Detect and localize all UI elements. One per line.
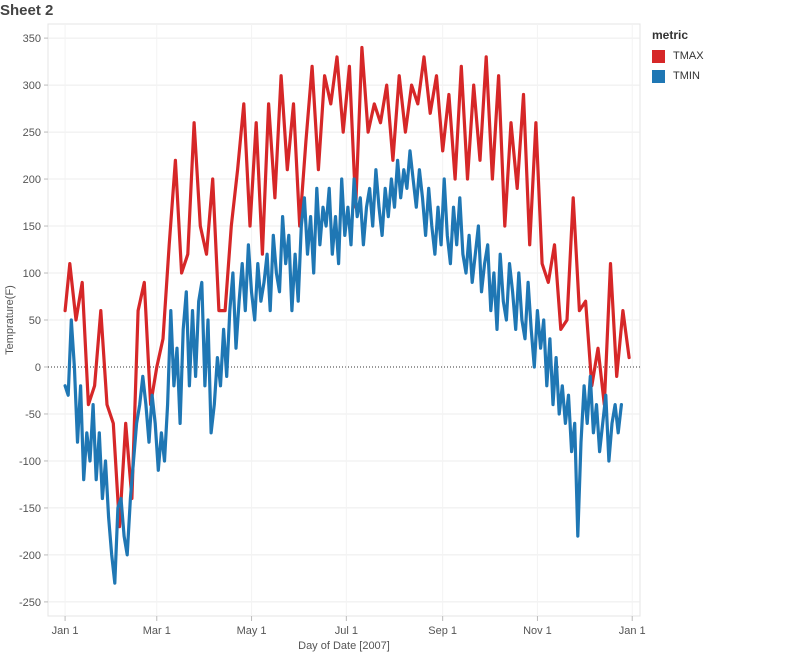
legend-title: metric bbox=[652, 28, 689, 42]
x-axis-title: Day of Date [2007] bbox=[298, 640, 390, 652]
y-tick-label: -200 bbox=[19, 550, 41, 562]
y-tick-label: -150 bbox=[19, 503, 41, 515]
series-line-tmin bbox=[63, 149, 623, 585]
legend-item-tmax[interactable]: TMAX bbox=[652, 46, 704, 66]
legend-swatch-tmax bbox=[652, 49, 665, 63]
x-tick-label: Nov 1 bbox=[523, 625, 552, 637]
y-tick-label: 250 bbox=[23, 127, 41, 139]
x-tick-label: May 1 bbox=[237, 625, 267, 637]
x-tick-label: Mar 1 bbox=[143, 625, 171, 637]
legend: metric TMAX TMIN bbox=[652, 28, 704, 86]
y-tick-label: 0 bbox=[35, 362, 41, 374]
y-tick-label: -50 bbox=[25, 409, 41, 421]
legend-swatch-tmin bbox=[652, 69, 665, 83]
y-tick-label: 200 bbox=[23, 174, 41, 186]
x-tick-label: Sep 1 bbox=[428, 625, 457, 637]
y-tick-label: 150 bbox=[23, 221, 41, 233]
legend-item-tmin[interactable]: TMIN bbox=[652, 66, 704, 86]
x-tick-label: Jan 1 bbox=[52, 625, 79, 637]
y-tick-label: 350 bbox=[23, 33, 41, 45]
x-tick-label: Jul 1 bbox=[335, 625, 358, 637]
y-tick-label: 50 bbox=[29, 315, 41, 327]
y-tick-label: 300 bbox=[23, 80, 41, 92]
y-tick-label: -250 bbox=[19, 597, 41, 609]
y-axis-title: Temprature(F) bbox=[4, 285, 16, 355]
sheet-title: Sheet 2 bbox=[0, 2, 54, 19]
x-tick-label: Jan 1 bbox=[619, 625, 646, 637]
legend-label-tmax: TMAX bbox=[673, 50, 704, 62]
y-tick-label: 100 bbox=[23, 268, 41, 280]
series-line-tmax bbox=[63, 45, 631, 529]
y-tick-label: -100 bbox=[19, 456, 41, 468]
legend-label-tmin: TMIN bbox=[673, 70, 700, 82]
